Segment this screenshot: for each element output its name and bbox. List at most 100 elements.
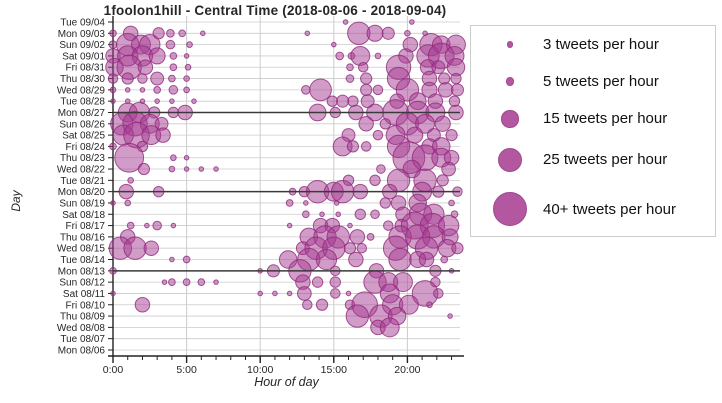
bubble: [152, 220, 162, 231]
bubble: [345, 74, 355, 83]
bubble: [161, 279, 168, 285]
bubble: [330, 288, 341, 299]
bubble: [110, 98, 116, 104]
bubble: [450, 83, 464, 97]
bubble: [200, 30, 206, 37]
bubble: [345, 290, 352, 297]
legend-bubble-icon: [506, 41, 514, 48]
bubble: [137, 162, 151, 176]
day-tick-label: Thu 08/09: [60, 312, 105, 323]
bubble: [381, 26, 395, 40]
bubble: [166, 28, 175, 38]
bubble: [329, 276, 341, 288]
bubble: [434, 115, 451, 132]
bubble: [346, 63, 354, 72]
day-tick-label: Fri 08/24: [66, 142, 106, 153]
bubble: [169, 52, 178, 60]
bubble: [356, 242, 368, 254]
bubble: [366, 233, 375, 241]
bubble: [335, 51, 345, 61]
bubble: [213, 166, 219, 172]
bubble: [153, 86, 162, 94]
bubble: [168, 278, 176, 286]
bubble: [143, 240, 160, 256]
legend: 3 tweets per hour 5 tweets per hour 15 t…: [470, 25, 716, 237]
hour-tick-label: 5:00: [176, 364, 197, 376]
legend-bubble-icon: [505, 77, 515, 86]
bubble: [406, 126, 424, 144]
bubble: [451, 242, 464, 255]
bubble: [358, 116, 374, 132]
day-tick-label: Sat 09/01: [62, 51, 105, 62]
bubble: [415, 113, 436, 134]
bubble: [178, 29, 187, 38]
day-tick-label: Sat 08/11: [63, 289, 106, 300]
bubble: [183, 166, 190, 172]
bubble: [150, 71, 165, 86]
legend-bubble-cell: [477, 192, 543, 226]
bubble: [197, 278, 206, 286]
bubble: [354, 208, 366, 220]
bubble: [347, 222, 353, 229]
bubble: [301, 85, 311, 95]
bubble: [357, 61, 369, 73]
bubble: [191, 98, 197, 104]
bubble: [168, 85, 179, 95]
bubble: [109, 86, 117, 94]
day-tick-label: Sat 08/18: [62, 210, 105, 221]
day-tick-label: Thu 08/30: [60, 74, 105, 85]
bubble: [165, 39, 176, 50]
x-axis-title: Hour of day: [254, 375, 319, 389]
bubble: [123, 236, 147, 260]
hour-tick-label: 20:00: [394, 364, 420, 376]
legend-item: 5 tweets per hour: [477, 73, 709, 90]
day-tick-label: Mon 08/13: [58, 266, 106, 277]
day-tick-label: Sun 09/02: [59, 40, 105, 51]
day-tick-label: Tue 08/21: [60, 176, 105, 187]
bubble: [301, 210, 310, 219]
bubble: [450, 72, 462, 85]
bubble: [426, 301, 433, 309]
legend-bubble-cell: [477, 147, 543, 173]
bubble: [134, 297, 151, 313]
day-tick-label: Mon 08/27: [58, 108, 106, 119]
bubble: [182, 255, 191, 264]
bubble: [257, 290, 263, 297]
bubble: [169, 98, 175, 104]
day-tick-label: Mon 08/06: [58, 345, 106, 356]
bubble: [335, 211, 341, 218]
chart-title: 1foolon1hill - Central Time (2018-08-06 …: [103, 3, 447, 18]
bubble: [342, 19, 349, 25]
bubble: [372, 84, 384, 96]
legend-item-label: 15 tweets per hour: [543, 110, 668, 128]
day-tick-label: Thu 08/23: [60, 153, 105, 164]
bubble: [418, 251, 435, 268]
bubble: [155, 127, 171, 143]
legend-item: 25 tweets per hour: [477, 147, 709, 173]
bubble: [345, 304, 370, 328]
bubble: [168, 165, 176, 173]
bubble: [304, 30, 311, 37]
bubble: [124, 87, 131, 93]
bubble: [441, 161, 456, 177]
bubble: [333, 200, 340, 206]
day-tick-label: Sun 08/26: [59, 119, 105, 130]
bubble: [388, 247, 412, 272]
day-tick-label: Sat 08/25: [62, 131, 105, 142]
bubble: [409, 19, 415, 25]
day-tick-label: Fri 08/17: [66, 221, 106, 232]
legend-bubble-cell: [477, 77, 543, 86]
bubble: [126, 221, 135, 230]
bubble: [169, 63, 178, 72]
bubble: [360, 72, 373, 85]
bubble: [110, 200, 116, 206]
bubble: [398, 294, 419, 315]
legend-item-label: 5 tweets per hour: [543, 73, 659, 91]
bubble: [110, 290, 116, 297]
bubble: [404, 29, 411, 37]
bubble: [183, 75, 190, 82]
hour-tick-label: 15:00: [321, 364, 347, 376]
bubble: [383, 220, 394, 231]
